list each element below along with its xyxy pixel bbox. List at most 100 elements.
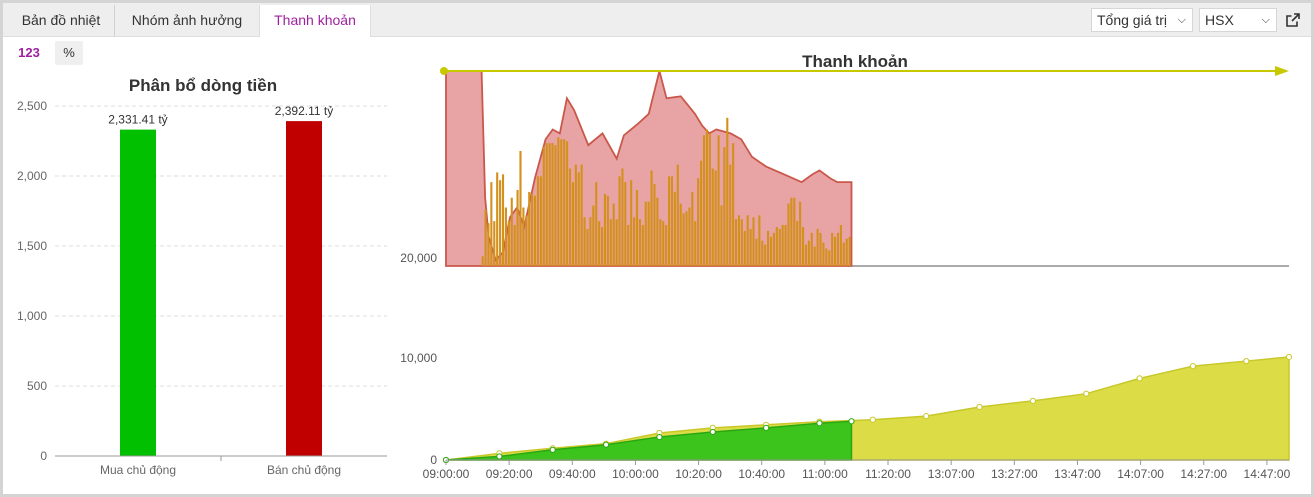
volume-bar [743, 230, 746, 266]
volume-bar [516, 189, 519, 266]
volume-bar [545, 143, 548, 266]
volume-bar [825, 248, 828, 266]
cumulative-panel: 0 10,000 [400, 351, 1293, 467]
volume-bar [682, 213, 685, 266]
volume-bar [507, 221, 510, 266]
volume-bar [650, 170, 653, 266]
x-tick-label: 14:47:00 [1244, 467, 1291, 481]
volume-bar [755, 238, 758, 266]
cumulative-point [1189, 363, 1197, 370]
y-tick-label: 2,000 [17, 169, 47, 183]
tab-influence-group[interactable]: Nhóm ảnh hưởng [131, 12, 243, 28]
chevron-down-icon: ⌵ [1177, 14, 1186, 26]
volume-bar [481, 256, 484, 266]
tab-heatmap[interactable]: Bản đồ nhiệt [8, 5, 115, 37]
exchange-select[interactable]: HSX ⌵ [1199, 8, 1277, 32]
x-tick-label: 10:00:00 [612, 467, 659, 481]
volume-bar [665, 225, 668, 266]
volume-bar [600, 227, 604, 266]
volume-bar [810, 232, 813, 266]
volume-bar [697, 178, 700, 266]
volume-bar [595, 182, 598, 266]
cumulative-point [709, 428, 716, 436]
volume-bar [740, 219, 743, 266]
volume-bar [633, 217, 636, 266]
volume-bar [580, 164, 583, 266]
volume-bar [729, 164, 732, 266]
x-tick-label: 14:07:00 [1117, 467, 1164, 481]
volume-bar [720, 205, 723, 266]
x-tick-label: 13:27:00 [991, 467, 1038, 481]
cumulative-point [816, 420, 823, 427]
volume-bar [714, 170, 717, 266]
volume-bar [609, 219, 612, 266]
volume-bar [723, 147, 726, 266]
volume-bar [533, 195, 537, 266]
volume-bar [711, 168, 714, 266]
unit-percent-button[interactable]: % [55, 41, 83, 65]
volume-bar [647, 201, 650, 266]
cumulative-point [923, 413, 930, 420]
volume-bar [673, 191, 676, 266]
liquidity-chart-title: Thanh khoản [802, 52, 908, 71]
y-tick-label: 10,000 [400, 351, 437, 365]
volume-bar [566, 141, 569, 266]
money-flow-bars: 2,331.41 tỷ Mua chủ động 2,392.11 tỷ Bán ch… [100, 104, 341, 477]
cumulative-point [1136, 375, 1143, 382]
money-flow-grid: 0 500 1,000 1,500 2,000 2,500 [17, 99, 387, 463]
volume-bar [778, 228, 781, 266]
y-tick-label: 0 [40, 449, 47, 463]
volume-bar [499, 180, 502, 266]
tab-liquidity[interactable]: Thanh khoản [259, 5, 371, 37]
volume-bar [679, 203, 682, 266]
external-link-icon[interactable] [1285, 12, 1301, 28]
cumulative-point [1083, 390, 1090, 397]
cumulative-point [549, 446, 556, 453]
cumulative-point [496, 453, 503, 460]
volume-bar [726, 117, 729, 266]
volume-bar [749, 228, 752, 266]
volume-bar [790, 197, 793, 266]
volume-bar [836, 232, 840, 266]
volume-bar [831, 232, 834, 266]
volume-bar [775, 227, 778, 266]
x-tick-label: Mua chủ động [100, 463, 176, 477]
volume-bar [536, 176, 540, 266]
volume-bar [828, 250, 831, 266]
volume-bar [627, 225, 630, 266]
volume-bar [700, 160, 703, 266]
liquidity-chart: Thanh khoản 20,000 0 10,000 09:00:00 09:20… [400, 52, 1293, 481]
volume-bar [662, 221, 665, 266]
volume-bar [758, 215, 761, 266]
x-tick-label: 10:40:00 [738, 467, 785, 481]
volume-bar [691, 191, 694, 266]
volume-bar [484, 209, 487, 266]
y-tick-label: 2,500 [17, 99, 47, 113]
volume-bar [772, 232, 775, 266]
volume-bar [641, 225, 644, 266]
unit-number-button[interactable]: 123 [18, 45, 40, 60]
volume-bar [574, 164, 577, 266]
volume-bar [796, 221, 799, 266]
volume-bar [612, 203, 615, 266]
volume-bar [557, 137, 560, 266]
y-tick-label: 500 [27, 379, 47, 393]
x-tick-label: Bán chủ động [267, 463, 341, 477]
volume-bar [598, 221, 601, 266]
volume-bar [839, 225, 842, 266]
x-tick-label: 09:20:00 [486, 467, 533, 481]
volume-bar [528, 191, 531, 266]
volume-bar [510, 197, 513, 266]
volume-bar [694, 221, 697, 266]
volume-bar [606, 195, 609, 266]
volume-bar [560, 139, 563, 266]
value-type-select[interactable]: Tổng giá trị ⌵ [1091, 8, 1193, 32]
volume-bar [834, 236, 837, 266]
cumulative-point [1029, 397, 1036, 404]
volume-bar [513, 225, 516, 266]
volume-bar [761, 240, 764, 266]
data-label: 2,392.11 tỷ [275, 104, 334, 118]
tab-bar: Bản đồ nhiệt Nhóm ảnh hưởng Thanh khoản … [3, 3, 1311, 37]
liquidity-line-start [440, 67, 448, 75]
volume-bar [781, 225, 784, 266]
